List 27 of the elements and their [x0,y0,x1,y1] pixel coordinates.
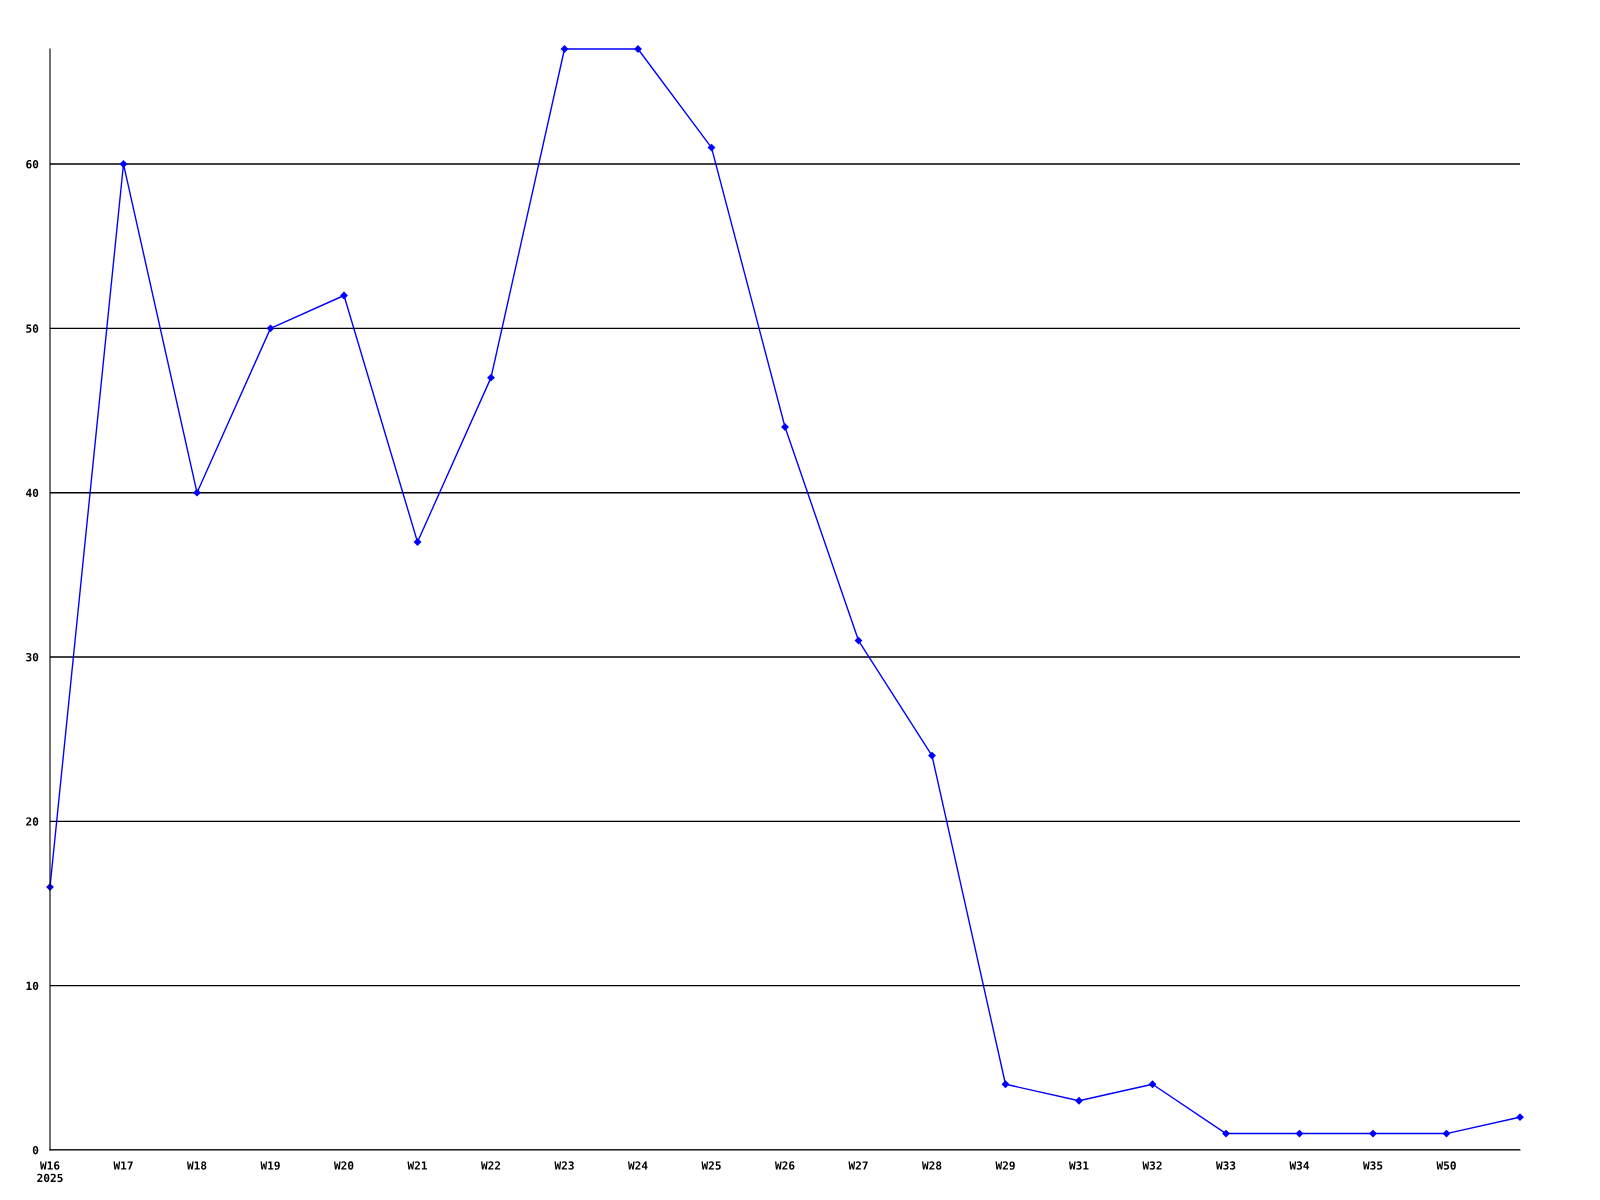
x-tick-label: W32 [1142,1161,1162,1170]
y-tick-label: 50 [26,324,39,333]
x-tick-label: W26 [774,1161,795,1170]
x-tick-label: W20 [333,1161,354,1170]
x-tick-label: W27 [848,1161,868,1170]
x-tick-label: W22 [480,1161,501,1170]
x-tick-label: W19 [260,1161,280,1170]
x-tick-label: W29 [995,1161,1015,1170]
x-tick-label: W24 [627,1161,648,1170]
x-tick-label: W17 [113,1161,133,1170]
x-tick-label: W23 [554,1161,574,1170]
x-tick-label: W50 [1436,1161,1456,1170]
x-tick-label: W28 [921,1161,942,1170]
y-tick-label: 10 [26,981,39,991]
y-tick-label: 60 [26,160,39,169]
x-tick-label: W34 [1289,1161,1310,1170]
x-tick-label: W35 [1362,1161,1383,1170]
y-tick-label: 0 [32,1145,39,1155]
x-tick-label: W25 [701,1161,721,1170]
y-tick-label: 40 [26,488,39,498]
x-tick-label: W31 [1068,1161,1089,1170]
y-tick-label: 20 [26,817,39,826]
x-tick-label: W21 [407,1161,427,1170]
y-tick-label: 30 [26,652,39,662]
x-tick-label: W18 [186,1161,207,1170]
x-tick-label: W33 [1215,1161,1236,1170]
x-tick-label: W16 2025 [37,1161,63,1183]
